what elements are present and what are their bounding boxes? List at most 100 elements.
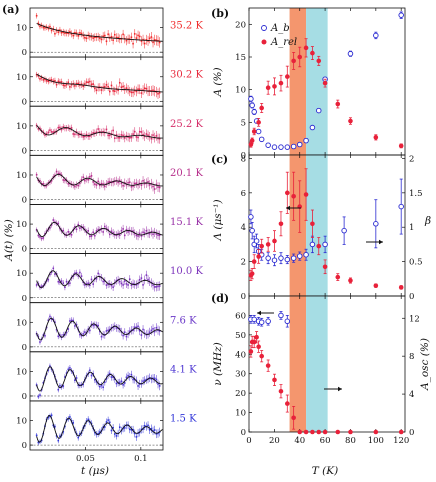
data-point: [100, 89, 103, 91]
data-point: [125, 229, 128, 231]
data-point: [102, 386, 104, 389]
data-point: [109, 421, 111, 424]
data-point: [44, 334, 46, 337]
data-point: [97, 324, 99, 327]
data-point: [128, 330, 131, 333]
data-point: [373, 32, 379, 39]
data-point: [54, 32, 56, 35]
data-point: [122, 33, 124, 36]
data-point: [123, 137, 126, 139]
shaded-region: [289, 8, 307, 155]
data-point: [143, 279, 146, 281]
data-point: [64, 32, 66, 34]
data-point: [62, 126, 65, 128]
data-point: [82, 85, 84, 88]
y-tick-label: 0: [241, 151, 246, 161]
data-point: [112, 90, 114, 92]
data-point: [45, 184, 48, 187]
data-point: [77, 436, 80, 439]
data-point: [309, 124, 316, 131]
data-point: [258, 136, 265, 143]
data-point: [158, 285, 161, 287]
data-point: [118, 81, 121, 84]
temperature-label: 4.1 K: [170, 364, 197, 375]
data-point: [110, 35, 113, 38]
data-point: [104, 225, 106, 228]
data-point: [112, 181, 114, 184]
data-point: [65, 280, 68, 283]
data-point: [37, 22, 40, 25]
data-point: [95, 184, 98, 186]
data-point: [64, 84, 66, 87]
data-point: [87, 418, 89, 421]
data-point: [44, 134, 46, 136]
data-point: [47, 131, 50, 134]
data-point: [137, 325, 139, 328]
data-point: [112, 286, 114, 288]
data-point: [125, 335, 128, 338]
data-point: [39, 127, 41, 130]
data-point: [150, 378, 153, 380]
data-point: [75, 228, 78, 231]
data-point: [80, 178, 83, 181]
data-point: [145, 378, 148, 381]
y-tick-label: 0: [22, 48, 27, 58]
data-point: [148, 331, 151, 334]
data-point: [104, 86, 106, 88]
data-point: [112, 426, 114, 429]
data-point: [147, 181, 149, 183]
fit-line: [36, 317, 163, 341]
data-point: [158, 186, 161, 189]
data-point: [115, 327, 118, 329]
data-point: [109, 90, 111, 93]
data-point: [112, 129, 114, 132]
data-point: [155, 135, 158, 137]
fit-line: [36, 173, 163, 187]
data-point: [49, 227, 51, 229]
data-point: [259, 353, 264, 359]
data-point: [65, 127, 68, 130]
data-point: [157, 383, 159, 385]
data-point: [303, 192, 309, 197]
data-point: [105, 378, 108, 380]
y-tick-label: 2: [241, 258, 246, 268]
data-point: [45, 133, 48, 135]
data-point: [70, 233, 73, 236]
data-point: [373, 283, 379, 288]
data-point: [50, 271, 53, 273]
data-point: [112, 232, 114, 234]
y-tick-label: 1: [409, 223, 414, 233]
data-point: [272, 84, 277, 89]
data-point: [42, 79, 45, 81]
data-point: [373, 429, 379, 435]
data-point: [117, 136, 119, 139]
data-point: [152, 185, 154, 188]
panel-a: 0 10 35.2 K 0 10 30.2 K 0 10 25.2 K 0 10 20.1 K 0 10 1…: [16, 7, 203, 464]
x-tick-label: 60: [320, 436, 331, 446]
data-point: [47, 369, 50, 371]
data-point: [152, 430, 154, 432]
data-point: [303, 45, 309, 51]
data-point: [291, 193, 296, 199]
data-point: [322, 80, 328, 86]
data-point: [140, 235, 143, 237]
data-point: [72, 133, 75, 135]
data-point: [125, 283, 128, 285]
data-point: [152, 41, 154, 44]
data-point: [82, 34, 84, 37]
y-tick-label: 0: [22, 343, 27, 353]
y-tick-label: 0: [22, 294, 27, 304]
data-point: [95, 277, 98, 280]
data-point: [112, 326, 114, 329]
data-point: [40, 439, 43, 442]
y-tick-label: 0: [22, 441, 27, 451]
data-point: [398, 203, 404, 210]
data-point: [117, 232, 119, 235]
data-point: [115, 435, 118, 437]
y-tick-label: 0: [22, 97, 27, 107]
data-point: [47, 27, 50, 30]
data-point: [291, 415, 296, 421]
subplot-frame: [29, 7, 164, 58]
legend-marker-open: [261, 25, 267, 31]
